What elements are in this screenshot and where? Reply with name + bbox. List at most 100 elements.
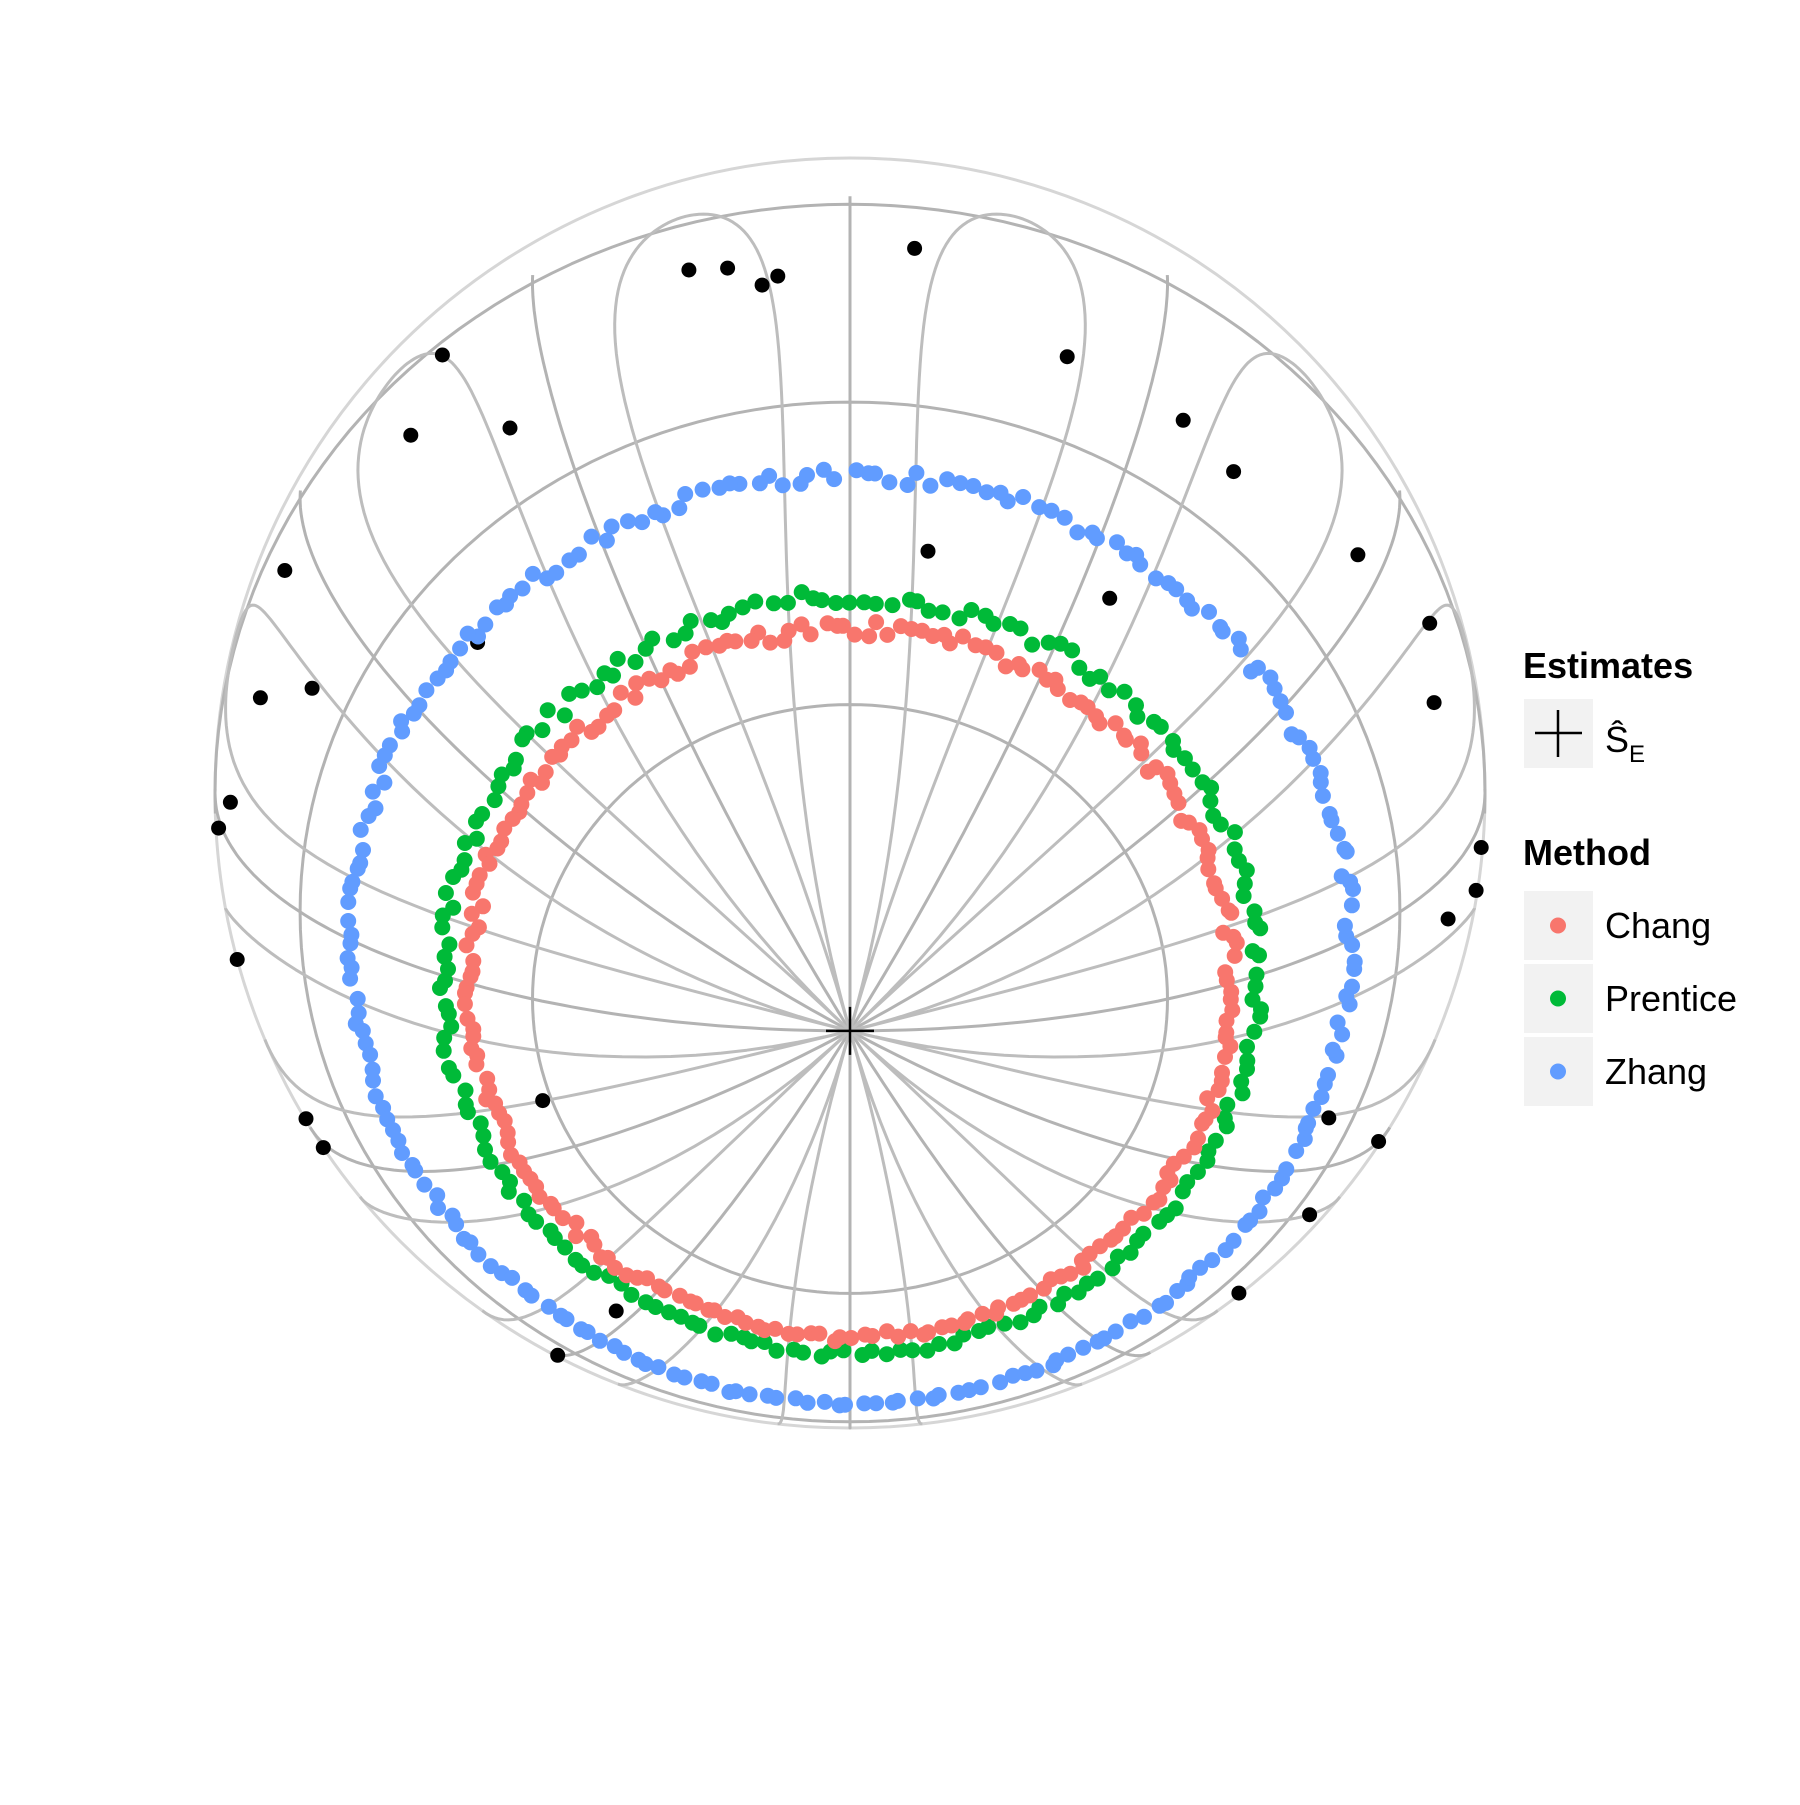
series-point <box>711 479 728 496</box>
series-point <box>539 570 556 587</box>
series-point <box>727 1383 744 1400</box>
series-point <box>1151 1191 1168 1208</box>
series-point <box>1272 693 1289 710</box>
series-point <box>489 840 506 857</box>
series-point <box>676 1369 693 1386</box>
series-point <box>1346 953 1363 970</box>
series-point <box>528 1213 545 1230</box>
series-point <box>637 640 654 657</box>
series-point <box>463 905 480 922</box>
series-point <box>1010 656 1027 672</box>
series-point <box>349 860 366 877</box>
series-point <box>1158 1294 1174 1311</box>
series-point <box>892 618 909 635</box>
series-point <box>598 532 615 549</box>
series-point <box>342 880 359 897</box>
series-point <box>716 1309 733 1325</box>
series-point <box>1028 1362 1045 1379</box>
series-point <box>481 855 498 872</box>
series-point <box>1223 983 1240 1000</box>
grid-loop <box>849 603 1476 1033</box>
series-point <box>1048 1352 1065 1369</box>
series-point <box>429 670 446 687</box>
series-point <box>445 1067 462 1084</box>
series-point <box>394 723 411 740</box>
series-point <box>557 1239 573 1256</box>
series-point <box>627 654 644 670</box>
series-point <box>789 1326 806 1343</box>
series-point <box>1234 1085 1251 1102</box>
series-point <box>837 1396 853 1413</box>
series-point <box>1226 841 1243 858</box>
series-point <box>1015 489 1032 505</box>
series-point <box>1181 1269 1198 1286</box>
series-point <box>1084 524 1101 541</box>
series-point <box>1184 761 1201 778</box>
series-point <box>1189 1164 1206 1180</box>
series-point <box>694 481 711 498</box>
series-point <box>436 948 453 965</box>
observation-point <box>434 347 450 363</box>
series-zhang <box>339 461 1363 1414</box>
series-point <box>340 894 357 910</box>
series-point <box>432 980 448 996</box>
series-point <box>1324 1041 1341 1058</box>
series-point <box>1040 634 1057 651</box>
series-point <box>1004 1367 1021 1384</box>
series-point <box>435 1042 452 1059</box>
series-point <box>1194 774 1211 791</box>
observation-point <box>770 268 786 284</box>
series-point <box>620 513 636 530</box>
series-point <box>920 602 937 619</box>
series-point <box>516 1192 533 1209</box>
series-point <box>681 658 698 675</box>
series-point <box>1031 499 1048 516</box>
series-point <box>848 462 865 479</box>
observation-point <box>754 277 770 293</box>
series-point <box>568 1214 585 1231</box>
series-point <box>437 885 454 901</box>
observation-point <box>1371 1134 1387 1149</box>
series-point <box>589 679 606 696</box>
series-point <box>799 1394 816 1411</box>
series-point <box>429 1187 446 1204</box>
observation-point <box>1440 911 1456 927</box>
legend-label-chang: Chang <box>1605 905 1711 946</box>
series-point <box>459 1104 476 1121</box>
series-point <box>908 464 925 481</box>
series-point <box>1312 765 1329 781</box>
series-point <box>762 634 779 651</box>
series-point <box>472 1115 489 1132</box>
series-point <box>831 1329 848 1346</box>
series-point <box>354 1022 371 1039</box>
series-point <box>909 1390 926 1407</box>
series-point <box>603 518 620 535</box>
observation-point <box>304 680 320 696</box>
series-point <box>868 614 885 631</box>
series-point <box>1052 635 1069 652</box>
series-point <box>441 936 458 953</box>
series-point <box>902 1323 919 1340</box>
series-point <box>868 1395 885 1412</box>
series-point <box>737 1314 754 1331</box>
series-point <box>1204 1252 1221 1269</box>
series-point <box>1022 1287 1038 1304</box>
series-point <box>980 1318 997 1335</box>
series-point <box>723 1325 740 1342</box>
legend-label-estimate: ŜE <box>1605 719 1645 768</box>
series-point <box>967 637 984 654</box>
observation-point <box>502 420 518 436</box>
observation-point <box>298 1111 314 1127</box>
series-point <box>879 626 896 643</box>
series-point <box>856 1395 873 1412</box>
series-point <box>795 1344 811 1361</box>
series-point <box>711 637 728 654</box>
series-point <box>1329 1014 1346 1031</box>
series-point <box>1139 763 1156 780</box>
series-point <box>919 1342 936 1359</box>
grid-loop <box>224 603 851 1033</box>
series-point <box>456 835 473 851</box>
series-point <box>1314 787 1331 804</box>
observation-point <box>920 543 936 559</box>
series-point <box>1135 1225 1152 1242</box>
